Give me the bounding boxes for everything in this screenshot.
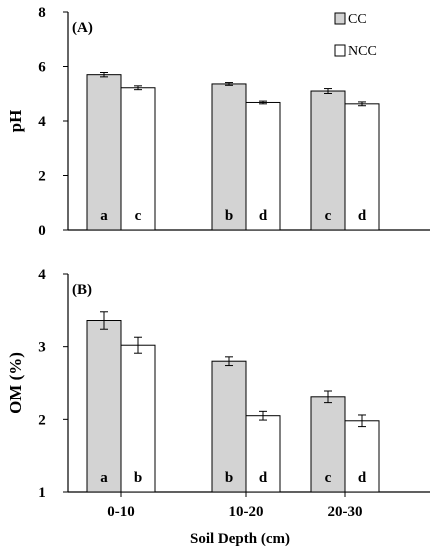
panel-a-y-tick-label: 2 — [38, 169, 46, 185]
legend-label-cc: CC — [348, 12, 367, 27]
panel-a-label: (A) — [72, 20, 93, 36]
panel-b-y-axis-label: OM (%) — [6, 352, 25, 414]
panel-a-y-axis-label: pH — [6, 110, 25, 133]
panel-b-significance-letter: b — [225, 470, 233, 486]
panel-a-y-tick-label: 6 — [38, 60, 46, 76]
panel-b-bar-ncc-0-10 — [120, 344, 156, 493]
x-tick-label: 0-10 — [107, 504, 135, 520]
panel-b-significance-letter: b — [134, 470, 142, 486]
panel-b-bar-cc-20-30 — [310, 396, 346, 493]
panel-b: 1 2 3 4 a b b d c d (B) OM (%) 0-10 10-20 20-30 So… — [6, 267, 430, 547]
panel-b-label: (B) — [72, 282, 92, 298]
panel-a-y-tick-label: 8 — [38, 5, 46, 21]
panel-b-bar-cc-0-10 — [86, 320, 122, 493]
panel-b-bar-ncc-10-20 — [245, 415, 281, 493]
panel-b-y-tick-label: 1 — [38, 485, 46, 501]
panel-a-significance-letter: d — [358, 208, 367, 224]
panel-a-y-tick-label: 0 — [38, 223, 46, 239]
panel-a-y-tick-label: 4 — [38, 114, 46, 130]
legend-swatch-ncc — [334, 44, 346, 57]
legend-swatch-cc — [334, 12, 346, 25]
legend-label-ncc: NCC — [348, 44, 377, 59]
legend: CC NCC — [334, 12, 377, 59]
panel-a-bar-cc-0-10 — [86, 74, 122, 231]
panel-b-significance-letter: d — [358, 470, 367, 486]
panel-b-x-tick-labels: 0-10 10-20 20-30 — [107, 492, 363, 520]
panel-a: 0 2 4 6 8 a c b d c d (A) pH CC NCC — [6, 5, 430, 239]
panel-a-significance-letter: d — [259, 208, 268, 224]
panel-b-significance-letter: a — [100, 470, 108, 486]
panel-a-bar-ncc-20-30 — [344, 103, 380, 231]
panel-a-significance-letter: c — [325, 208, 332, 224]
panel-a-bar-ncc-10-20 — [245, 101, 281, 231]
panel-a-bar-cc-20-30 — [310, 90, 346, 231]
panel-a-significance-letter: b — [225, 208, 233, 224]
x-axis-label: Soil Depth (cm) — [190, 531, 290, 547]
panel-b-y-ticks: 1 2 3 4 — [38, 267, 68, 501]
panel-a-bar-cc-10-20 — [211, 83, 247, 231]
panel-a-y-ticks: 0 2 4 6 8 — [38, 5, 68, 239]
panel-b-y-tick-label: 2 — [38, 412, 46, 428]
panel-b-significance-letter: c — [325, 470, 332, 486]
panel-b-y-tick-label: 3 — [38, 340, 46, 356]
panel-a-significance-letter: a — [100, 208, 108, 224]
x-tick-label: 10-20 — [229, 504, 264, 520]
panel-a-significance-letter: c — [135, 208, 142, 224]
panel-b-significance-letter: d — [259, 470, 268, 486]
x-tick-label: 20-30 — [328, 504, 363, 520]
panel-b-bar-cc-10-20 — [211, 360, 247, 493]
panel-b-y-tick-label: 4 — [38, 267, 46, 283]
